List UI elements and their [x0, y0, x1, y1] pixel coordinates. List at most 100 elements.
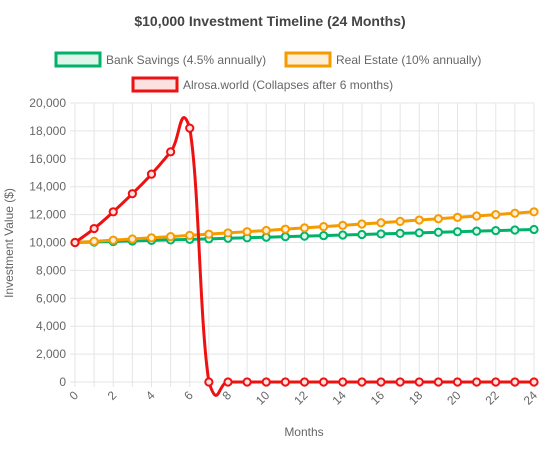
data-point-real-estate[interactable]	[261, 225, 271, 236]
data-point-real-estate[interactable]	[414, 215, 424, 225]
y-tick-label: 12,000	[29, 208, 66, 222]
data-point-real-estate[interactable]	[376, 218, 386, 228]
data-point-real-estate[interactable]	[357, 219, 367, 229]
y-axis-ticks: 0 2,000 4,000 6,000 8,000 10,000 12,000 14,000 1…	[29, 96, 66, 389]
data-point-bank-savings[interactable]	[433, 227, 443, 237]
data-point-alrosa[interactable]	[338, 377, 348, 387]
data-point-bank-savings[interactable]	[376, 229, 386, 239]
data-point-real-estate[interactable]	[491, 210, 501, 220]
y-tick-label: 20,000	[29, 96, 66, 110]
legend-swatch-real-estate	[284, 51, 332, 68]
data-point-real-estate[interactable]	[204, 229, 214, 239]
data-point-bank-savings[interactable]	[529, 224, 539, 235]
x-tick-label: 2	[105, 388, 120, 403]
legend-swatch-bank-savings	[54, 51, 102, 68]
data-point-real-estate[interactable]	[319, 222, 329, 232]
y-axis-title: Investment Value ($)	[2, 188, 16, 298]
data-point-real-estate[interactable]	[433, 214, 443, 224]
data-point-alrosa[interactable]	[510, 377, 520, 387]
data-point-bank-savings[interactable]	[472, 226, 482, 236]
data-point-bank-savings[interactable]	[510, 225, 520, 235]
data-point-real-estate[interactable]	[185, 230, 195, 240]
data-point-alrosa[interactable]	[127, 189, 137, 199]
legend-swatch-alrosa	[131, 76, 179, 93]
data-point-real-estate[interactable]	[108, 235, 118, 245]
data-point-alrosa[interactable]	[89, 223, 99, 234]
data-point-alrosa[interactable]	[70, 237, 80, 248]
x-tick-label: 18	[406, 388, 426, 408]
data-point-alrosa[interactable]	[357, 377, 367, 387]
data-point-bank-savings[interactable]	[414, 228, 424, 238]
data-point-bank-savings[interactable]	[280, 232, 290, 242]
data-point-alrosa[interactable]	[185, 123, 195, 133]
data-point-alrosa[interactable]	[261, 377, 271, 387]
x-tick-label: 20	[444, 388, 464, 408]
y-tick-label: 2,000	[36, 347, 66, 361]
x-tick-label: 10	[253, 388, 273, 408]
data-point-bank-savings[interactable]	[491, 225, 501, 236]
data-point-alrosa[interactable]	[376, 377, 386, 387]
data-point-real-estate[interactable]	[529, 207, 539, 217]
data-point-alrosa[interactable]	[108, 207, 118, 217]
legend-label-bank-savings: Bank Savings (4.5% annually)	[106, 53, 266, 67]
series-alrosa	[70, 116, 539, 397]
data-point-real-estate[interactable]	[338, 220, 348, 230]
data-point-real-estate[interactable]	[395, 216, 405, 226]
y-tick-label: 14,000	[29, 180, 66, 194]
data-point-bank-savings[interactable]	[452, 227, 463, 237]
data-point-alrosa[interactable]	[529, 377, 539, 387]
data-point-bank-savings[interactable]	[357, 229, 367, 240]
x-tick-label: 0	[66, 388, 81, 403]
y-tick-label: 0	[59, 375, 66, 389]
y-tick-label: 10,000	[29, 236, 66, 250]
x-tick-label: 16	[368, 388, 388, 408]
data-point-alrosa[interactable]	[433, 377, 443, 387]
data-point-alrosa[interactable]	[166, 147, 176, 157]
data-point-real-estate[interactable]	[280, 224, 290, 234]
y-tick-label: 18,000	[29, 124, 66, 138]
data-point-real-estate[interactable]	[299, 223, 310, 233]
x-axis-ticks: 0 2 4 6 8 10 12 14 16 18 20 22 24	[66, 388, 540, 408]
data-point-real-estate[interactable]	[472, 211, 482, 221]
data-point-alrosa[interactable]	[146, 169, 157, 179]
legend-item-bank-savings[interactable]: Bank Savings (4.5% annually)	[54, 51, 266, 68]
grid	[70, 102, 535, 387]
x-tick-label: 4	[143, 388, 158, 403]
data-point-real-estate[interactable]	[242, 227, 252, 237]
data-point-alrosa[interactable]	[242, 377, 252, 387]
data-point-bank-savings[interactable]	[299, 231, 310, 241]
x-tick-label: 12	[291, 388, 311, 408]
data-point-alrosa[interactable]	[491, 377, 501, 387]
y-tick-label: 6,000	[36, 291, 66, 305]
data-point-alrosa[interactable]	[319, 377, 329, 387]
data-point-alrosa[interactable]	[280, 377, 290, 387]
data-point-real-estate[interactable]	[510, 208, 520, 218]
chart-legend: Bank Savings (4.5% annually) Real Estate…	[54, 51, 481, 93]
legend-item-real-estate[interactable]: Real Estate (10% annually)	[284, 51, 481, 68]
data-point-alrosa[interactable]	[472, 377, 482, 387]
data-point-alrosa[interactable]	[299, 377, 310, 387]
data-point-real-estate[interactable]	[452, 212, 463, 222]
chart-title: $10,000 Investment Timeline (24 Months)	[134, 13, 405, 29]
legend-label-alrosa: Alrosa.world (Collapses after 6 months)	[183, 78, 393, 92]
y-tick-label: 4,000	[36, 319, 66, 333]
data-point-bank-savings[interactable]	[338, 230, 348, 240]
data-point-alrosa[interactable]	[223, 377, 233, 387]
legend-label-real-estate: Real Estate (10% annually)	[336, 53, 481, 67]
y-tick-label: 8,000	[36, 263, 66, 277]
data-point-real-estate[interactable]	[89, 236, 99, 246]
data-point-real-estate[interactable]	[223, 228, 233, 238]
data-point-alrosa[interactable]	[414, 377, 424, 387]
data-point-bank-savings[interactable]	[395, 228, 405, 238]
data-point-alrosa[interactable]	[452, 377, 463, 387]
data-point-alrosa[interactable]	[204, 377, 214, 387]
data-point-bank-savings[interactable]	[319, 230, 329, 241]
legend-item-alrosa[interactable]: Alrosa.world (Collapses after 6 months)	[131, 76, 393, 93]
series-layer	[70, 116, 539, 397]
data-point-real-estate[interactable]	[166, 231, 176, 242]
x-axis-title: Months	[284, 425, 323, 439]
data-point-real-estate[interactable]	[146, 233, 157, 243]
data-point-alrosa[interactable]	[395, 377, 405, 387]
x-tick-label: 22	[483, 388, 503, 408]
data-point-real-estate[interactable]	[127, 234, 137, 244]
